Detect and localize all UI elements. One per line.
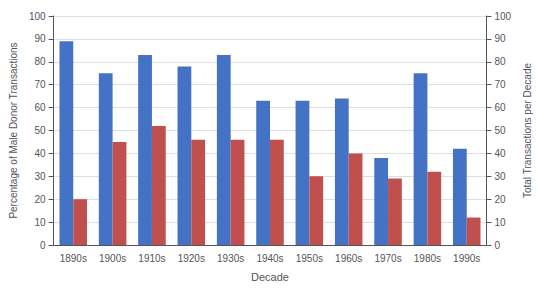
svg-text:60: 60	[494, 102, 506, 113]
svg-text:1930s: 1930s	[217, 253, 244, 264]
svg-text:10: 10	[34, 217, 46, 228]
svg-text:1990s: 1990s	[453, 253, 480, 264]
svg-text:Total Transactions per Decade: Total Transactions per Decade	[522, 63, 533, 199]
svg-text:60: 60	[34, 102, 46, 113]
svg-text:100: 100	[494, 11, 511, 22]
svg-text:1920s: 1920s	[178, 253, 205, 264]
svg-text:1980s: 1980s	[414, 253, 441, 264]
svg-text:Percentage of Male Donor Trans: Percentage of Male Donor Transactions	[8, 42, 19, 218]
svg-text:90: 90	[34, 33, 46, 44]
svg-text:10: 10	[494, 217, 506, 228]
svg-text:70: 70	[494, 79, 506, 90]
svg-text:80: 80	[34, 56, 46, 67]
svg-text:50: 50	[34, 125, 46, 136]
svg-text:100: 100	[29, 11, 46, 22]
svg-text:1970s: 1970s	[374, 253, 401, 264]
svg-text:0: 0	[40, 240, 46, 251]
svg-text:30: 30	[34, 171, 46, 182]
svg-text:40: 40	[34, 148, 46, 159]
svg-text:20: 20	[494, 194, 506, 205]
svg-text:1940s: 1940s	[256, 253, 283, 264]
svg-text:50: 50	[494, 125, 506, 136]
svg-text:1910s: 1910s	[138, 253, 165, 264]
svg-text:20: 20	[34, 194, 46, 205]
svg-text:30: 30	[494, 171, 506, 182]
svg-text:Decade: Decade	[251, 271, 289, 283]
svg-text:80: 80	[494, 56, 506, 67]
svg-text:0: 0	[494, 240, 500, 251]
svg-text:40: 40	[494, 148, 506, 159]
svg-text:1900s: 1900s	[99, 253, 126, 264]
svg-text:1960s: 1960s	[335, 253, 362, 264]
svg-text:90: 90	[494, 33, 506, 44]
svg-text:1890s: 1890s	[60, 253, 87, 264]
svg-text:70: 70	[34, 79, 46, 90]
svg-text:1950s: 1950s	[296, 253, 323, 264]
